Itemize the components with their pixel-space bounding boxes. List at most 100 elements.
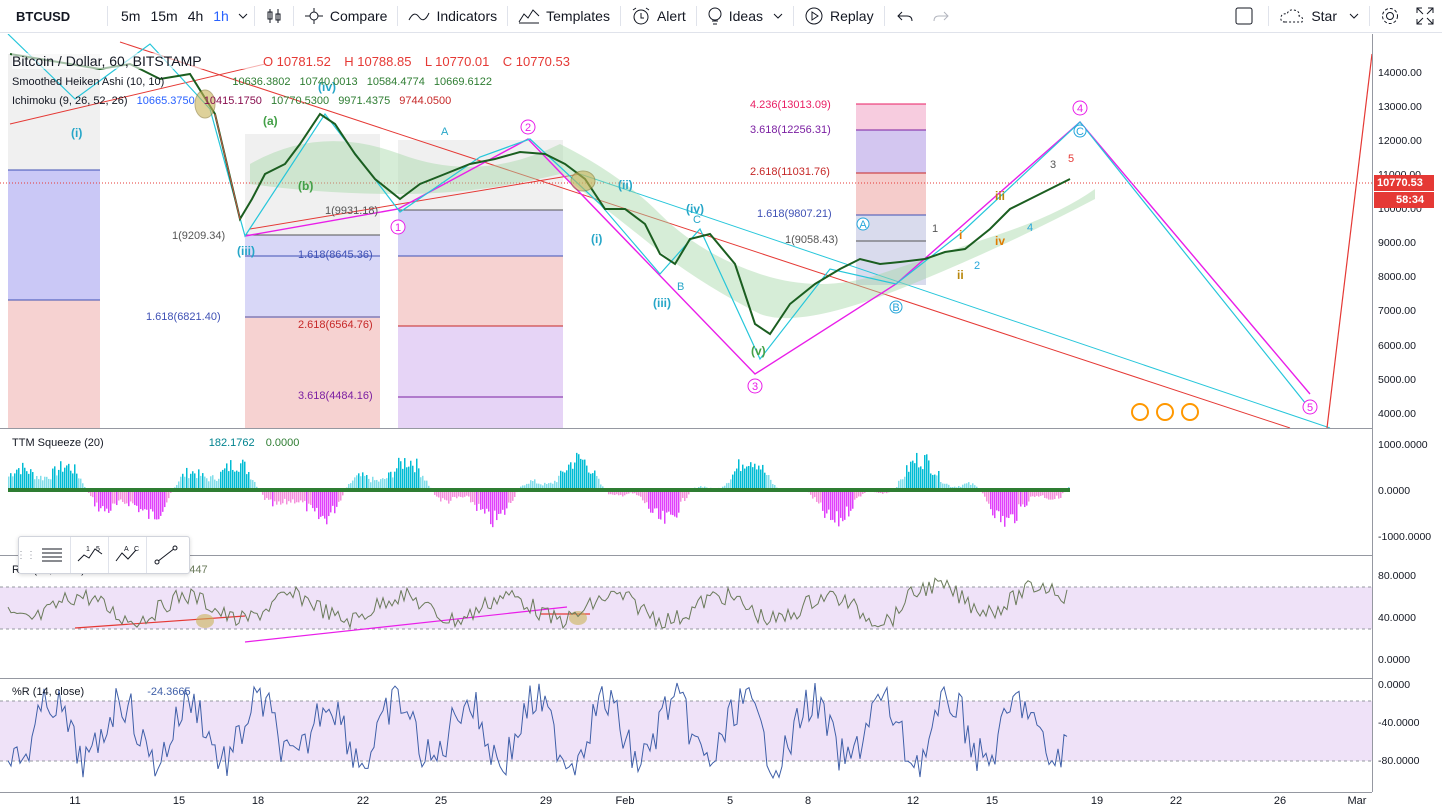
histogram-bar (746, 466, 748, 490)
histogram-bar (236, 470, 238, 490)
histogram-bar (118, 490, 120, 501)
histogram-bar (754, 463, 756, 490)
rsi-pane[interactable]: RSI (14, close) 61.2447 (0, 556, 1372, 678)
histogram-bar (676, 490, 678, 518)
drag-handle[interactable]: ⋮⋮ (16, 549, 36, 561)
histogram-bar (994, 490, 996, 519)
histogram-bar (358, 473, 360, 490)
histogram-bar (96, 490, 98, 503)
histogram-bar (302, 490, 304, 503)
symbol-search[interactable]: BTCUSD (16, 8, 71, 24)
compare-button[interactable]: Compare (296, 0, 396, 33)
williams-r-pane[interactable]: %R (14, close) -24.3665 (0, 679, 1372, 792)
histogram-bar (190, 473, 192, 490)
histogram-bar (426, 480, 428, 490)
star-button[interactable]: Star (1271, 0, 1367, 33)
price-series (9, 53, 1071, 336)
trendline-tool-button[interactable] (147, 537, 185, 573)
interval-5m[interactable]: 5m (121, 8, 141, 24)
histogram-bar (164, 490, 166, 508)
rsi-tick: 80.0000 (1378, 570, 1416, 582)
ttm-histogram (8, 452, 1070, 528)
templates-label: Templates (546, 8, 610, 24)
histogram-bar (672, 490, 674, 516)
indicator-value: 10665.3750 (136, 95, 195, 107)
trendline-icon (154, 545, 178, 565)
histogram-bar (182, 473, 184, 490)
histogram-bar (440, 490, 442, 502)
symbol-title[interactable]: Bitcoin / Dollar, 60, BITSTAMP (12, 53, 202, 69)
fib-zone (398, 326, 563, 428)
replay-button[interactable]: Replay (796, 0, 882, 33)
histogram-bar (574, 462, 576, 490)
time-axis[interactable]: 11 15 18 22 25 29 Feb 5 8 12 15 19 22 26… (0, 792, 1372, 810)
histogram-bar (544, 482, 546, 490)
chart-style-button[interactable] (257, 0, 291, 33)
histogram-bar (736, 468, 738, 490)
indicator-name[interactable]: Ichimoku (9, 26, 52, 26) (12, 95, 128, 107)
wave-label: 3 (1050, 159, 1057, 171)
time-tick: 15 (172, 795, 186, 807)
histogram-bar (946, 483, 948, 490)
time-tick: 5 (726, 795, 734, 807)
undo-button[interactable] (887, 0, 923, 33)
time-tick: 25 (434, 795, 448, 807)
price-axis[interactable]: 14000.00 13000.00 12000.00 11000.00 1000… (1372, 34, 1442, 792)
alarm-clock-icon (632, 7, 650, 25)
histogram-bar (144, 490, 146, 510)
histogram-bar (932, 474, 934, 490)
indicator-value: 182.1762 (208, 437, 255, 449)
indicator-name[interactable]: %R (14, close) (12, 686, 85, 698)
histogram-bar (526, 483, 528, 490)
redo-button[interactable] (923, 0, 959, 33)
main-price-pane[interactable]: 2 1 3 4 5 C B A (0, 34, 1372, 428)
wave-marker (1302, 399, 1318, 415)
interval-4h[interactable]: 4h (187, 8, 204, 24)
settings-button[interactable] (1372, 0, 1408, 33)
templates-icon (518, 9, 540, 24)
price-chart-canvas: 2 1 3 4 5 C B A (0, 34, 1372, 428)
indicators-button[interactable]: Indicators (400, 0, 505, 33)
histogram-bar (112, 490, 114, 504)
histogram-bar (378, 481, 380, 490)
fullscreen-button[interactable] (1408, 0, 1442, 33)
wave-number: 2 (525, 122, 531, 134)
interval-1h[interactable]: 1h (213, 8, 229, 24)
histogram-bar (580, 458, 582, 490)
ichimoku-cloud (250, 141, 1095, 319)
interval-dropdown[interactable] (234, 0, 252, 33)
fullscreen-layout-button[interactable] (1222, 0, 1266, 33)
ideas-button[interactable]: Ideas (699, 0, 791, 33)
pane-divider[interactable] (0, 678, 1442, 679)
histogram-bar (612, 490, 614, 495)
histogram-bar (942, 483, 944, 490)
pane-divider[interactable] (0, 428, 1442, 429)
alert-button[interactable]: Alert (623, 0, 694, 33)
histogram-bar (1004, 490, 1006, 527)
histogram-bar (966, 483, 968, 490)
wave-label: (iv) (686, 202, 704, 216)
templates-button[interactable]: Templates (510, 0, 618, 33)
pane-divider[interactable] (0, 555, 1442, 556)
histogram-bar (732, 474, 734, 490)
svg-text:1: 1 (86, 546, 90, 553)
histogram-bar (130, 490, 132, 502)
histogram-bar (1034, 490, 1036, 497)
interval-15m[interactable]: 15m (150, 8, 178, 24)
histogram-bar (366, 474, 368, 490)
histogram-bar (674, 490, 676, 517)
histogram-bar (742, 464, 744, 490)
wave-label: A (441, 126, 449, 138)
bar-countdown: 58:34 (1374, 192, 1434, 208)
indicator-name[interactable]: Smoothed Heiken Ashi (10, 10) (12, 76, 165, 88)
wave-label: 1 (932, 223, 939, 235)
histogram-bar (104, 490, 106, 512)
histogram-bar (986, 490, 988, 502)
ttm-tick: 0.0000 (1378, 485, 1411, 497)
lines-tool-button[interactable] (33, 537, 71, 573)
histogram-bar (138, 490, 140, 513)
ttm-squeeze-pane[interactable]: TTM Squeeze (20) 182.1762 0.0000 (0, 429, 1372, 555)
indicator-name[interactable]: TTM Squeeze (20) (12, 437, 104, 449)
